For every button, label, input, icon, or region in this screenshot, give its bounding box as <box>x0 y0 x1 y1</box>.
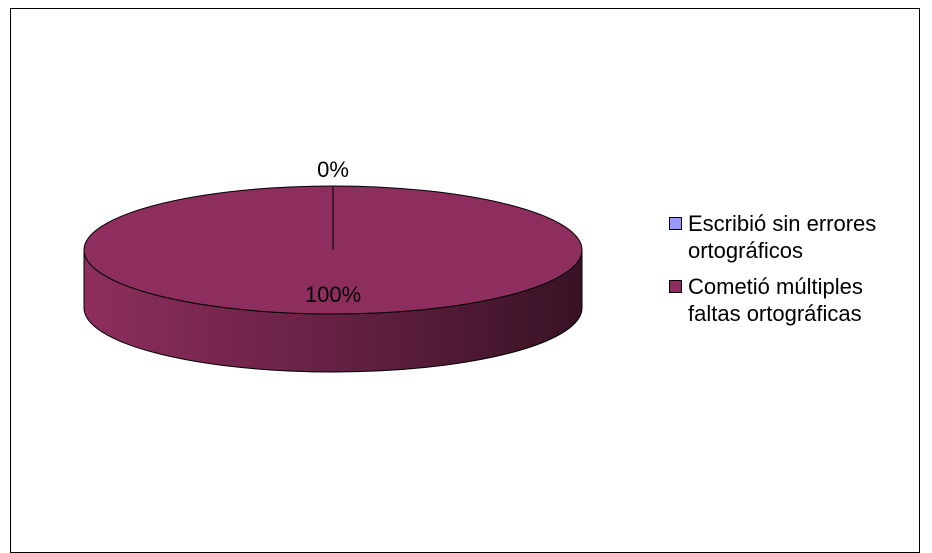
legend-swatch-0 <box>669 217 682 230</box>
legend-label-1-line2: faltas ortográficas <box>688 301 862 326</box>
legend-swatch-1 <box>669 280 682 293</box>
legend-label-1-line1: Cometió múltiples <box>688 274 863 299</box>
data-label-1: 100% <box>305 282 361 307</box>
legend-label-0-line2: ortográficos <box>688 238 803 263</box>
data-label-0: 0% <box>317 157 349 182</box>
legend: Escribió sin errores ortográficos Cometi… <box>669 210 924 336</box>
legend-item-1: Cometió múltiples faltas ortográficas <box>669 273 924 327</box>
legend-item-0: Escribió sin errores ortográficos <box>669 210 924 264</box>
legend-label-0-line1: Escribió sin errores <box>688 211 877 236</box>
